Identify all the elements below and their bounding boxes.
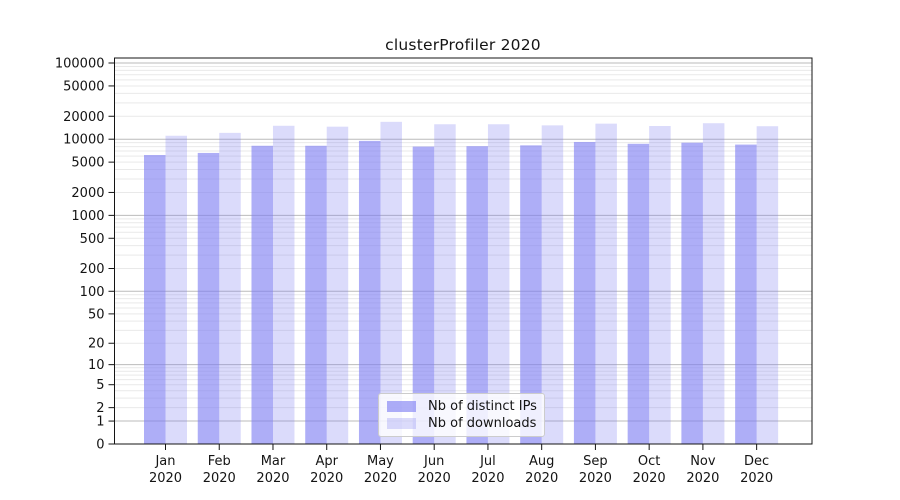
bar-downloads-feb [219, 132, 241, 444]
x-tick-label-apr-year: 2020 [310, 471, 343, 486]
bar-ips-jul [466, 146, 488, 444]
y-tick-label-2000: 2000 [71, 186, 104, 201]
x-tick-label-jan-year: 2020 [149, 471, 182, 486]
plot-frame [114, 57, 813, 445]
bar-ips-sep [573, 141, 596, 445]
y-tick-label-2: 2 [96, 401, 104, 416]
y-tick-label-20000: 20000 [63, 110, 104, 125]
bar-downloads-jan [165, 135, 187, 444]
y-tick-label-10: 10 [88, 358, 105, 373]
bar-downloads-apr [326, 126, 349, 445]
x-tick-label-mar: Mar [261, 454, 286, 469]
y-tick-label-10000: 10000 [63, 133, 104, 148]
bar-ips-apr [305, 145, 327, 444]
bar-downloads-oct [649, 126, 671, 445]
y-tick-label-50: 50 [88, 307, 105, 322]
y-tick-label-200: 200 [80, 262, 105, 277]
y-tick-label-20: 20 [88, 337, 105, 352]
legend-item-distinct-ips: Nb of distinct IPs [387, 399, 537, 414]
x-tick-label-dec-year: 2020 [740, 471, 773, 486]
legend-label-distinct-ips: Nb of distinct IPs [428, 399, 537, 414]
x-tick-label-aug: Aug [529, 454, 554, 469]
x-tick-label-jan: Jan [154, 454, 175, 469]
x-tick-label-jun-year: 2020 [418, 471, 451, 486]
x-tick-label-dec: Dec [744, 454, 769, 469]
x-tick-label-oct: Oct [638, 454, 660, 469]
x-tick-label-jul: Jul [479, 454, 496, 469]
legend-label-downloads: Nb of downloads [428, 416, 537, 431]
bar-downloads-mar [272, 125, 295, 445]
bar-downloads-aug [541, 125, 564, 444]
x-tick-label-may: May [367, 454, 394, 469]
x-tick-label-sep: Sep [583, 454, 608, 469]
y-tick-label-5: 5 [96, 378, 104, 393]
bar-ips-jun [412, 146, 435, 444]
bar-ips-oct [627, 143, 650, 445]
bar-downloads-may [380, 121, 402, 445]
legend-swatch-downloads-icon [387, 418, 416, 429]
x-tick-label-may-year: 2020 [364, 471, 397, 486]
y-tick-label-1: 1 [96, 415, 104, 430]
bar-ips-dec [735, 144, 757, 444]
bar-ips-nov [681, 142, 703, 444]
x-tick-label-mar-year: 2020 [256, 471, 289, 486]
y-tick-label-1000: 1000 [71, 209, 104, 224]
x-tick-label-feb: Feb [208, 454, 231, 469]
legend-swatch-distinct-ips-icon [387, 401, 416, 412]
bar-ips-feb [197, 152, 220, 444]
chart-title: clusterProfiler 2020 [385, 36, 541, 54]
bar-downloads-nov [702, 123, 725, 444]
x-tick-label-apr: Apr [315, 454, 338, 469]
bar-ips-mar [251, 145, 273, 444]
y-tick-label-5000: 5000 [71, 156, 104, 171]
y-tick-label-50000: 50000 [63, 79, 104, 94]
bar-ips-jan [144, 155, 166, 445]
x-tick-label-jul-year: 2020 [471, 471, 504, 486]
x-tick-label-oct-year: 2020 [633, 471, 666, 486]
x-tick-label-aug-year: 2020 [525, 471, 558, 486]
bar-downloads-jul [487, 124, 510, 445]
bar-downloads-jun [434, 124, 456, 445]
x-tick-label-jun: Jun [423, 454, 444, 469]
bar-downloads-sep [595, 123, 617, 445]
x-tick-label-nov: Nov [690, 454, 716, 469]
bar-ips-aug [520, 145, 542, 445]
x-tick-label-sep-year: 2020 [579, 471, 612, 486]
legend-item-downloads: Nb of downloads [387, 416, 536, 431]
bar-ips-may [358, 140, 381, 444]
legend: Nb of distinct IPs Nb of downloads [378, 393, 545, 437]
y-tick-label-0: 0 [96, 438, 104, 453]
y-tick-label-100000: 100000 [55, 56, 105, 71]
x-tick-label-feb-year: 2020 [203, 471, 236, 486]
y-tick-label-100: 100 [80, 285, 105, 300]
y-tick-label-500: 500 [80, 232, 105, 247]
bar-downloads-dec [756, 126, 779, 445]
x-tick-label-nov-year: 2020 [686, 471, 719, 486]
